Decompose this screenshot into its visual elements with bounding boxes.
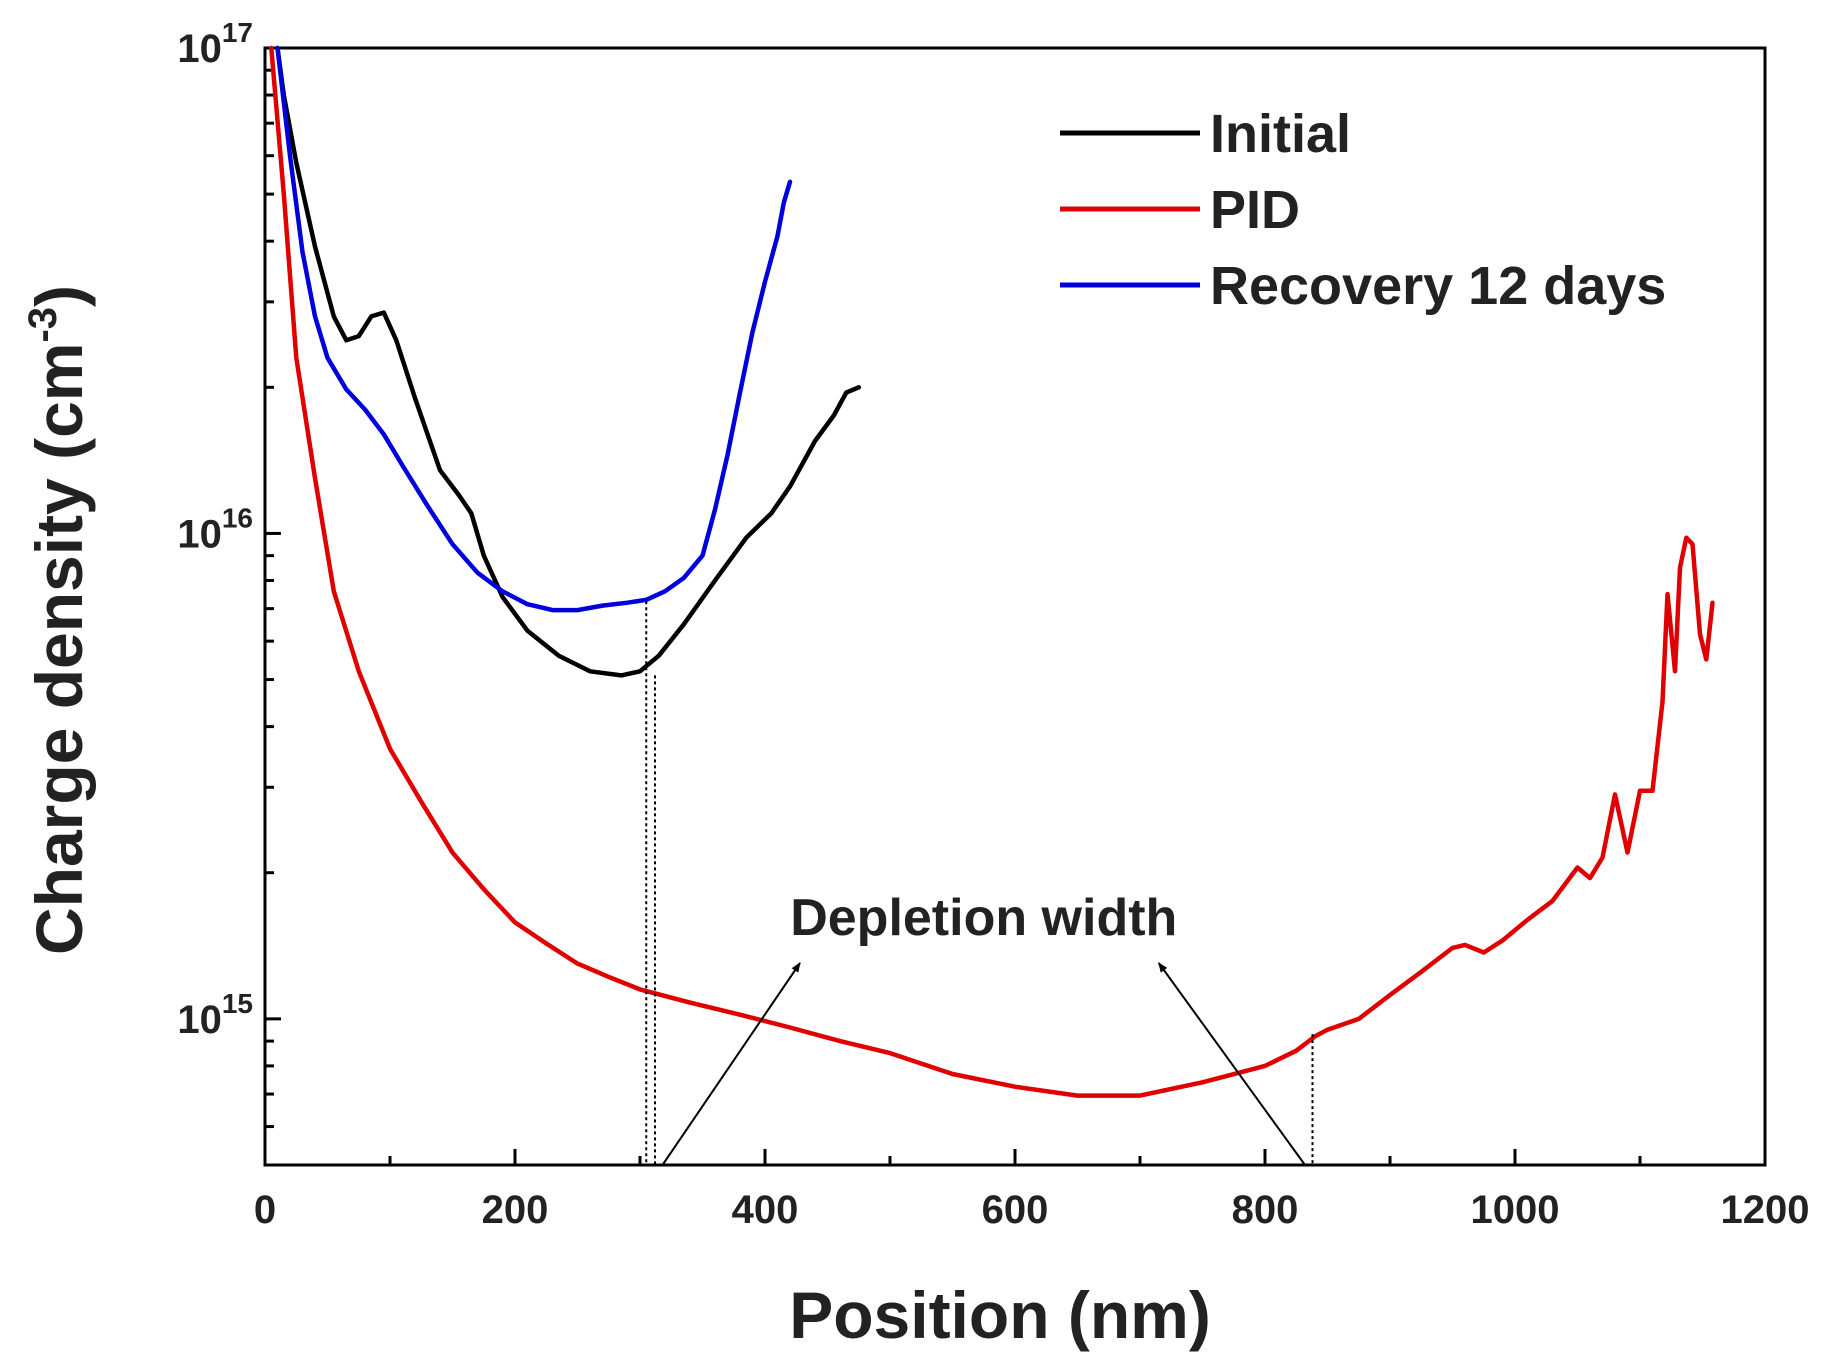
y-tick-label: 1015: [177, 988, 253, 1042]
plot-border: [263, 46, 1767, 1167]
series-layer: [269, 45, 1715, 1098]
y-tick-label: 1016: [177, 502, 253, 556]
depletion-width-label: Depletion width: [790, 889, 1177, 947]
x-axis-ticks: 0 200 400 600 800 1000 1200: [254, 1149, 1810, 1232]
series-line-1: [269, 45, 1715, 1098]
y-axis-title-close: ): [22, 285, 96, 307]
y-axis-title-main: Charge density (cm: [22, 343, 96, 956]
legend-label: PID: [1210, 180, 1300, 240]
plot-frame: [263, 46, 1767, 1167]
legend: Initial PID Recovery 12 days: [1060, 104, 1666, 316]
x-tick-label: 0: [254, 1188, 276, 1232]
depletion-arrow-right: [1157, 962, 1306, 1166]
x-tick-label: 400: [732, 1188, 799, 1232]
y-tick-label: 1017: [177, 17, 253, 71]
depletion-arrow-left: [661, 962, 801, 1166]
x-tick-label: 1000: [1471, 1188, 1560, 1232]
x-tick-label: 200: [482, 1188, 549, 1232]
x-tick-label: 1200: [1721, 1188, 1810, 1232]
y-axis-title-sup: -3: [21, 307, 65, 343]
series-line-2: [275, 45, 793, 613]
annotation-layer: Depletion width: [645, 601, 1314, 1166]
x-tick-label: 600: [982, 1188, 1049, 1232]
x-axis-title: Position (nm): [789, 1278, 1211, 1352]
y-axis-ticks: 1015 1016 1017: [177, 17, 281, 1167]
y-axis-title: Charge density (cm-3): [21, 285, 96, 955]
series-line-0: [275, 45, 862, 678]
legend-label: Recovery 12 days: [1210, 256, 1666, 316]
legend-label: Initial: [1210, 104, 1351, 164]
x-tick-label: 800: [1232, 1188, 1299, 1232]
